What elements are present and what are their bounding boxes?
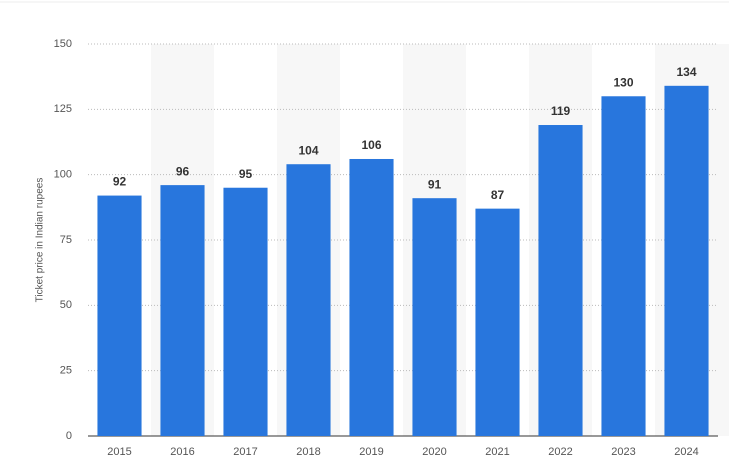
y-tick-label: 25 <box>60 365 72 377</box>
x-tick-label: 2020 <box>422 446 446 458</box>
value-label: 96 <box>176 164 190 178</box>
value-label: 87 <box>491 188 505 202</box>
bar <box>160 185 205 436</box>
bar <box>223 187 268 436</box>
bar <box>412 198 457 436</box>
x-tick-label: 2021 <box>485 446 509 458</box>
value-label: 130 <box>613 75 633 89</box>
y-axis-title: Ticket price in Indian rupees <box>35 178 46 303</box>
band-shade <box>718 44 729 436</box>
bar <box>97 195 142 436</box>
bar <box>538 125 583 436</box>
x-tick-label: 2019 <box>359 446 383 458</box>
value-label: 106 <box>361 138 381 152</box>
bar <box>349 158 394 436</box>
x-tick-label: 2017 <box>233 446 257 458</box>
y-tick-label: 150 <box>54 38 72 50</box>
value-label: 95 <box>239 167 253 181</box>
y-tick-label: 100 <box>54 169 72 181</box>
bar <box>601 96 646 437</box>
value-label: 134 <box>676 65 696 79</box>
value-label: 119 <box>551 104 571 118</box>
y-tick-label: 75 <box>60 234 72 246</box>
x-tick-label: 2016 <box>170 446 194 458</box>
value-label: 104 <box>298 143 318 157</box>
x-tick-label: 2024 <box>674 446 698 458</box>
value-label: 91 <box>428 177 442 191</box>
y-tick-label: 125 <box>54 103 72 115</box>
x-tick-label: 2023 <box>611 446 635 458</box>
bar <box>286 164 331 437</box>
bar <box>475 208 520 436</box>
value-label: 92 <box>113 175 127 189</box>
y-tick-label: 50 <box>60 299 72 311</box>
x-tick-label: 2015 <box>107 446 131 458</box>
y-tick-label: 0 <box>66 430 72 442</box>
x-tick-label: 2022 <box>548 446 572 458</box>
bar <box>664 85 709 437</box>
x-tick-label: 2018 <box>296 446 320 458</box>
